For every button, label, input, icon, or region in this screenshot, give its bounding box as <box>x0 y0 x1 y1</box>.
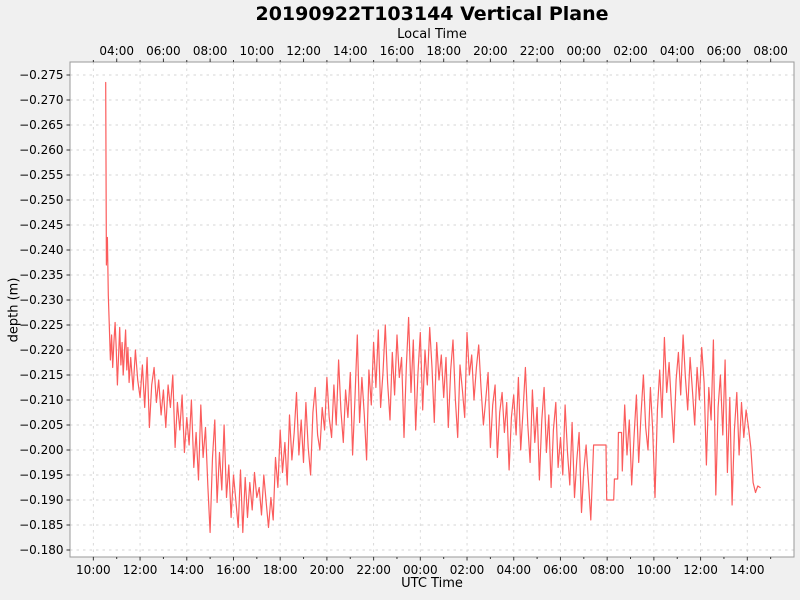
x-tick-label: 10:00 <box>637 563 672 577</box>
y-tick-label: −0.225 <box>19 318 63 332</box>
y-tick-label: −0.215 <box>19 368 63 382</box>
top-tick-label: 16:00 <box>380 44 415 58</box>
top-tick-label: 08:00 <box>753 44 788 58</box>
top-tick-label: 22:00 <box>520 44 555 58</box>
y-tick-label: −0.245 <box>19 218 63 232</box>
x-tick-label: 08:00 <box>590 563 625 577</box>
y-tick-label: −0.190 <box>19 493 63 507</box>
y-tick-label: −0.235 <box>19 268 63 282</box>
top-axis-label: Local Time <box>397 27 467 42</box>
x-tick-label: 04:00 <box>496 563 531 577</box>
y-tick-label: −0.185 <box>19 518 63 532</box>
top-tick-label: 08:00 <box>193 44 228 58</box>
x-tick-label: 12:00 <box>123 563 158 577</box>
x-tick-label: 14:00 <box>169 563 204 577</box>
x-tick-label: 16:00 <box>216 563 251 577</box>
top-tick-label: 20:00 <box>473 44 508 58</box>
y-tick-label: −0.255 <box>19 168 63 182</box>
x-tick-label: 06:00 <box>543 563 578 577</box>
bottom-axis-label: UTC Time <box>401 576 463 591</box>
top-tick-label: 04:00 <box>660 44 695 58</box>
y-tick-label: −0.230 <box>19 293 63 307</box>
top-tick-label: 06:00 <box>146 44 181 58</box>
y-tick-label: −0.210 <box>19 393 63 407</box>
chart-title: 20190922T103144 Vertical Plane <box>255 3 609 25</box>
x-tick-label: 00:00 <box>403 563 438 577</box>
y-tick-label: −0.265 <box>19 118 63 132</box>
y-tick-label: −0.205 <box>19 418 63 432</box>
top-tick-label: 00:00 <box>567 44 602 58</box>
axes-spines <box>69 61 795 558</box>
y-tick-label: −0.200 <box>19 443 63 457</box>
y-tick-label: −0.240 <box>19 243 63 257</box>
top-tick-label: 02:00 <box>613 44 648 58</box>
y-tick-label: −0.180 <box>19 543 63 557</box>
top-tick-label: 10:00 <box>240 44 275 58</box>
y-axis-label: depth (m) <box>6 277 22 343</box>
x-tick-label: 22:00 <box>356 563 391 577</box>
x-tick-label: 20:00 <box>310 563 345 577</box>
top-tick-label: 14:00 <box>333 44 368 58</box>
top-tick-label: 18:00 <box>426 44 461 58</box>
top-tick-label: 04:00 <box>99 44 134 58</box>
y-tick-label: −0.270 <box>19 93 63 107</box>
x-tick-label: 02:00 <box>450 563 485 577</box>
y-tick-label: −0.275 <box>19 68 63 82</box>
x-tick-label: 12:00 <box>683 563 718 577</box>
x-tick-label: 10:00 <box>76 563 111 577</box>
y-tick-label: −0.260 <box>19 143 63 157</box>
x-tick-label: 18:00 <box>263 563 298 577</box>
plot-background <box>70 62 794 557</box>
depth-line <box>105 81 761 534</box>
top-tick-label: 12:00 <box>286 44 321 58</box>
y-tick-label: −0.195 <box>19 468 63 482</box>
y-tick-label: −0.220 <box>19 343 63 357</box>
x-tick-label: 14:00 <box>730 563 765 577</box>
y-tick-label: −0.250 <box>19 193 63 207</box>
top-tick-label: 06:00 <box>707 44 742 58</box>
